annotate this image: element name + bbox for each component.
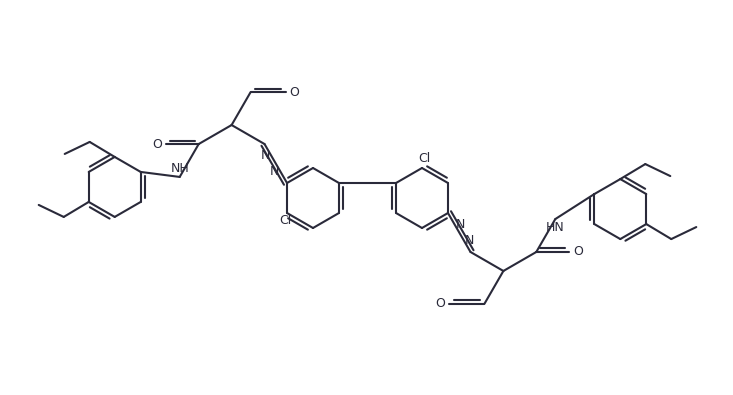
Text: N: N [261, 149, 270, 162]
Text: Cl: Cl [418, 152, 430, 166]
Text: O: O [290, 86, 300, 99]
Text: N: N [465, 234, 474, 247]
Text: NH: NH [170, 162, 189, 175]
Text: HN: HN [546, 220, 564, 233]
Text: O: O [435, 297, 446, 310]
Text: Cl: Cl [279, 214, 291, 228]
Text: O: O [152, 137, 162, 150]
Text: N: N [270, 165, 279, 178]
Text: N: N [456, 218, 465, 231]
Text: O: O [573, 245, 583, 258]
